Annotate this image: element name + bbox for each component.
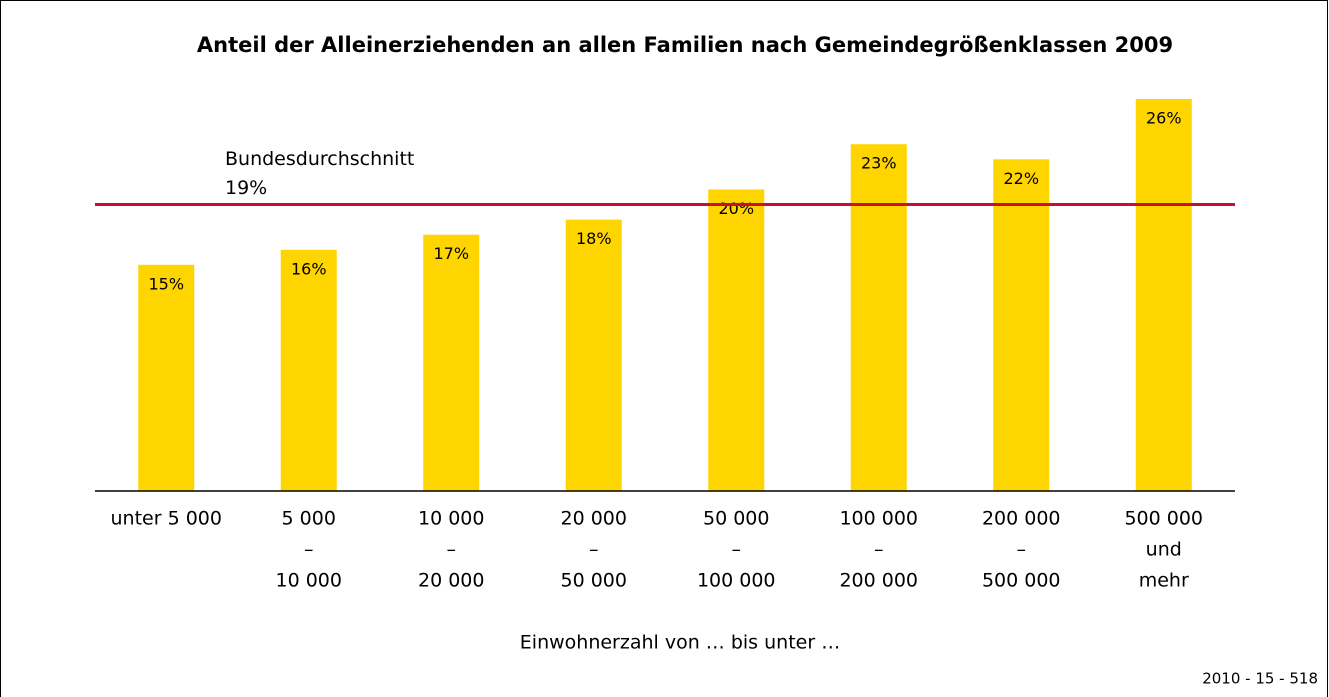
bar — [708, 189, 765, 491]
source-note: 2010 - 15 - 518 — [1202, 670, 1318, 688]
reference-value-label: 19% — [225, 177, 267, 199]
x-tick-label: unter 5 000 — [111, 508, 222, 530]
x-tick-label: – — [589, 539, 599, 561]
x-tick-label: 100 000 — [839, 508, 918, 530]
x-tick-label: 500 000 — [1124, 508, 1203, 530]
value-label: 18% — [576, 229, 612, 248]
x-tick-label: 50 000 — [703, 508, 769, 530]
reference-label: Bundesdurchschnitt — [225, 148, 414, 170]
x-tick-label: 10 000 — [276, 570, 342, 592]
x-tick-label: 200 000 — [839, 570, 918, 592]
value-label: 23% — [861, 154, 897, 173]
x-tick-label: 500 000 — [982, 570, 1061, 592]
x-axis-label: Einwohnerzahl von … bis unter … — [520, 632, 840, 654]
bar — [280, 249, 337, 491]
chart-title: Anteil der Alleinerziehenden an allen Fa… — [197, 33, 1173, 57]
x-tick-label: – — [874, 539, 884, 561]
x-tick-label: 100 000 — [697, 570, 776, 592]
bar — [1135, 99, 1192, 491]
bar — [993, 159, 1050, 492]
value-label: 17% — [433, 244, 469, 263]
value-label: 16% — [291, 259, 327, 278]
x-tick-label: 20 000 — [418, 570, 484, 592]
x-tick-label: 5 000 — [282, 508, 336, 530]
x-tick-label: – — [732, 539, 742, 561]
bar — [565, 219, 622, 491]
x-tick-label: 20 000 — [561, 508, 627, 530]
value-label: 22% — [1003, 169, 1039, 188]
value-label: 20% — [718, 199, 754, 218]
x-tick-label: – — [304, 539, 314, 561]
bar — [138, 264, 195, 491]
value-label: 15% — [148, 274, 184, 293]
value-label: 26% — [1146, 109, 1182, 128]
x-tick-label: – — [447, 539, 457, 561]
x-tick-label: mehr — [1139, 570, 1189, 592]
x-tick-label: 10 000 — [418, 508, 484, 530]
x-tick-label: – — [1017, 539, 1027, 561]
bar — [423, 234, 480, 491]
x-tick-label: und — [1146, 539, 1182, 561]
x-tick-label: 200 000 — [982, 508, 1061, 530]
x-tick-label: 50 000 — [561, 570, 627, 592]
bar — [850, 144, 907, 491]
